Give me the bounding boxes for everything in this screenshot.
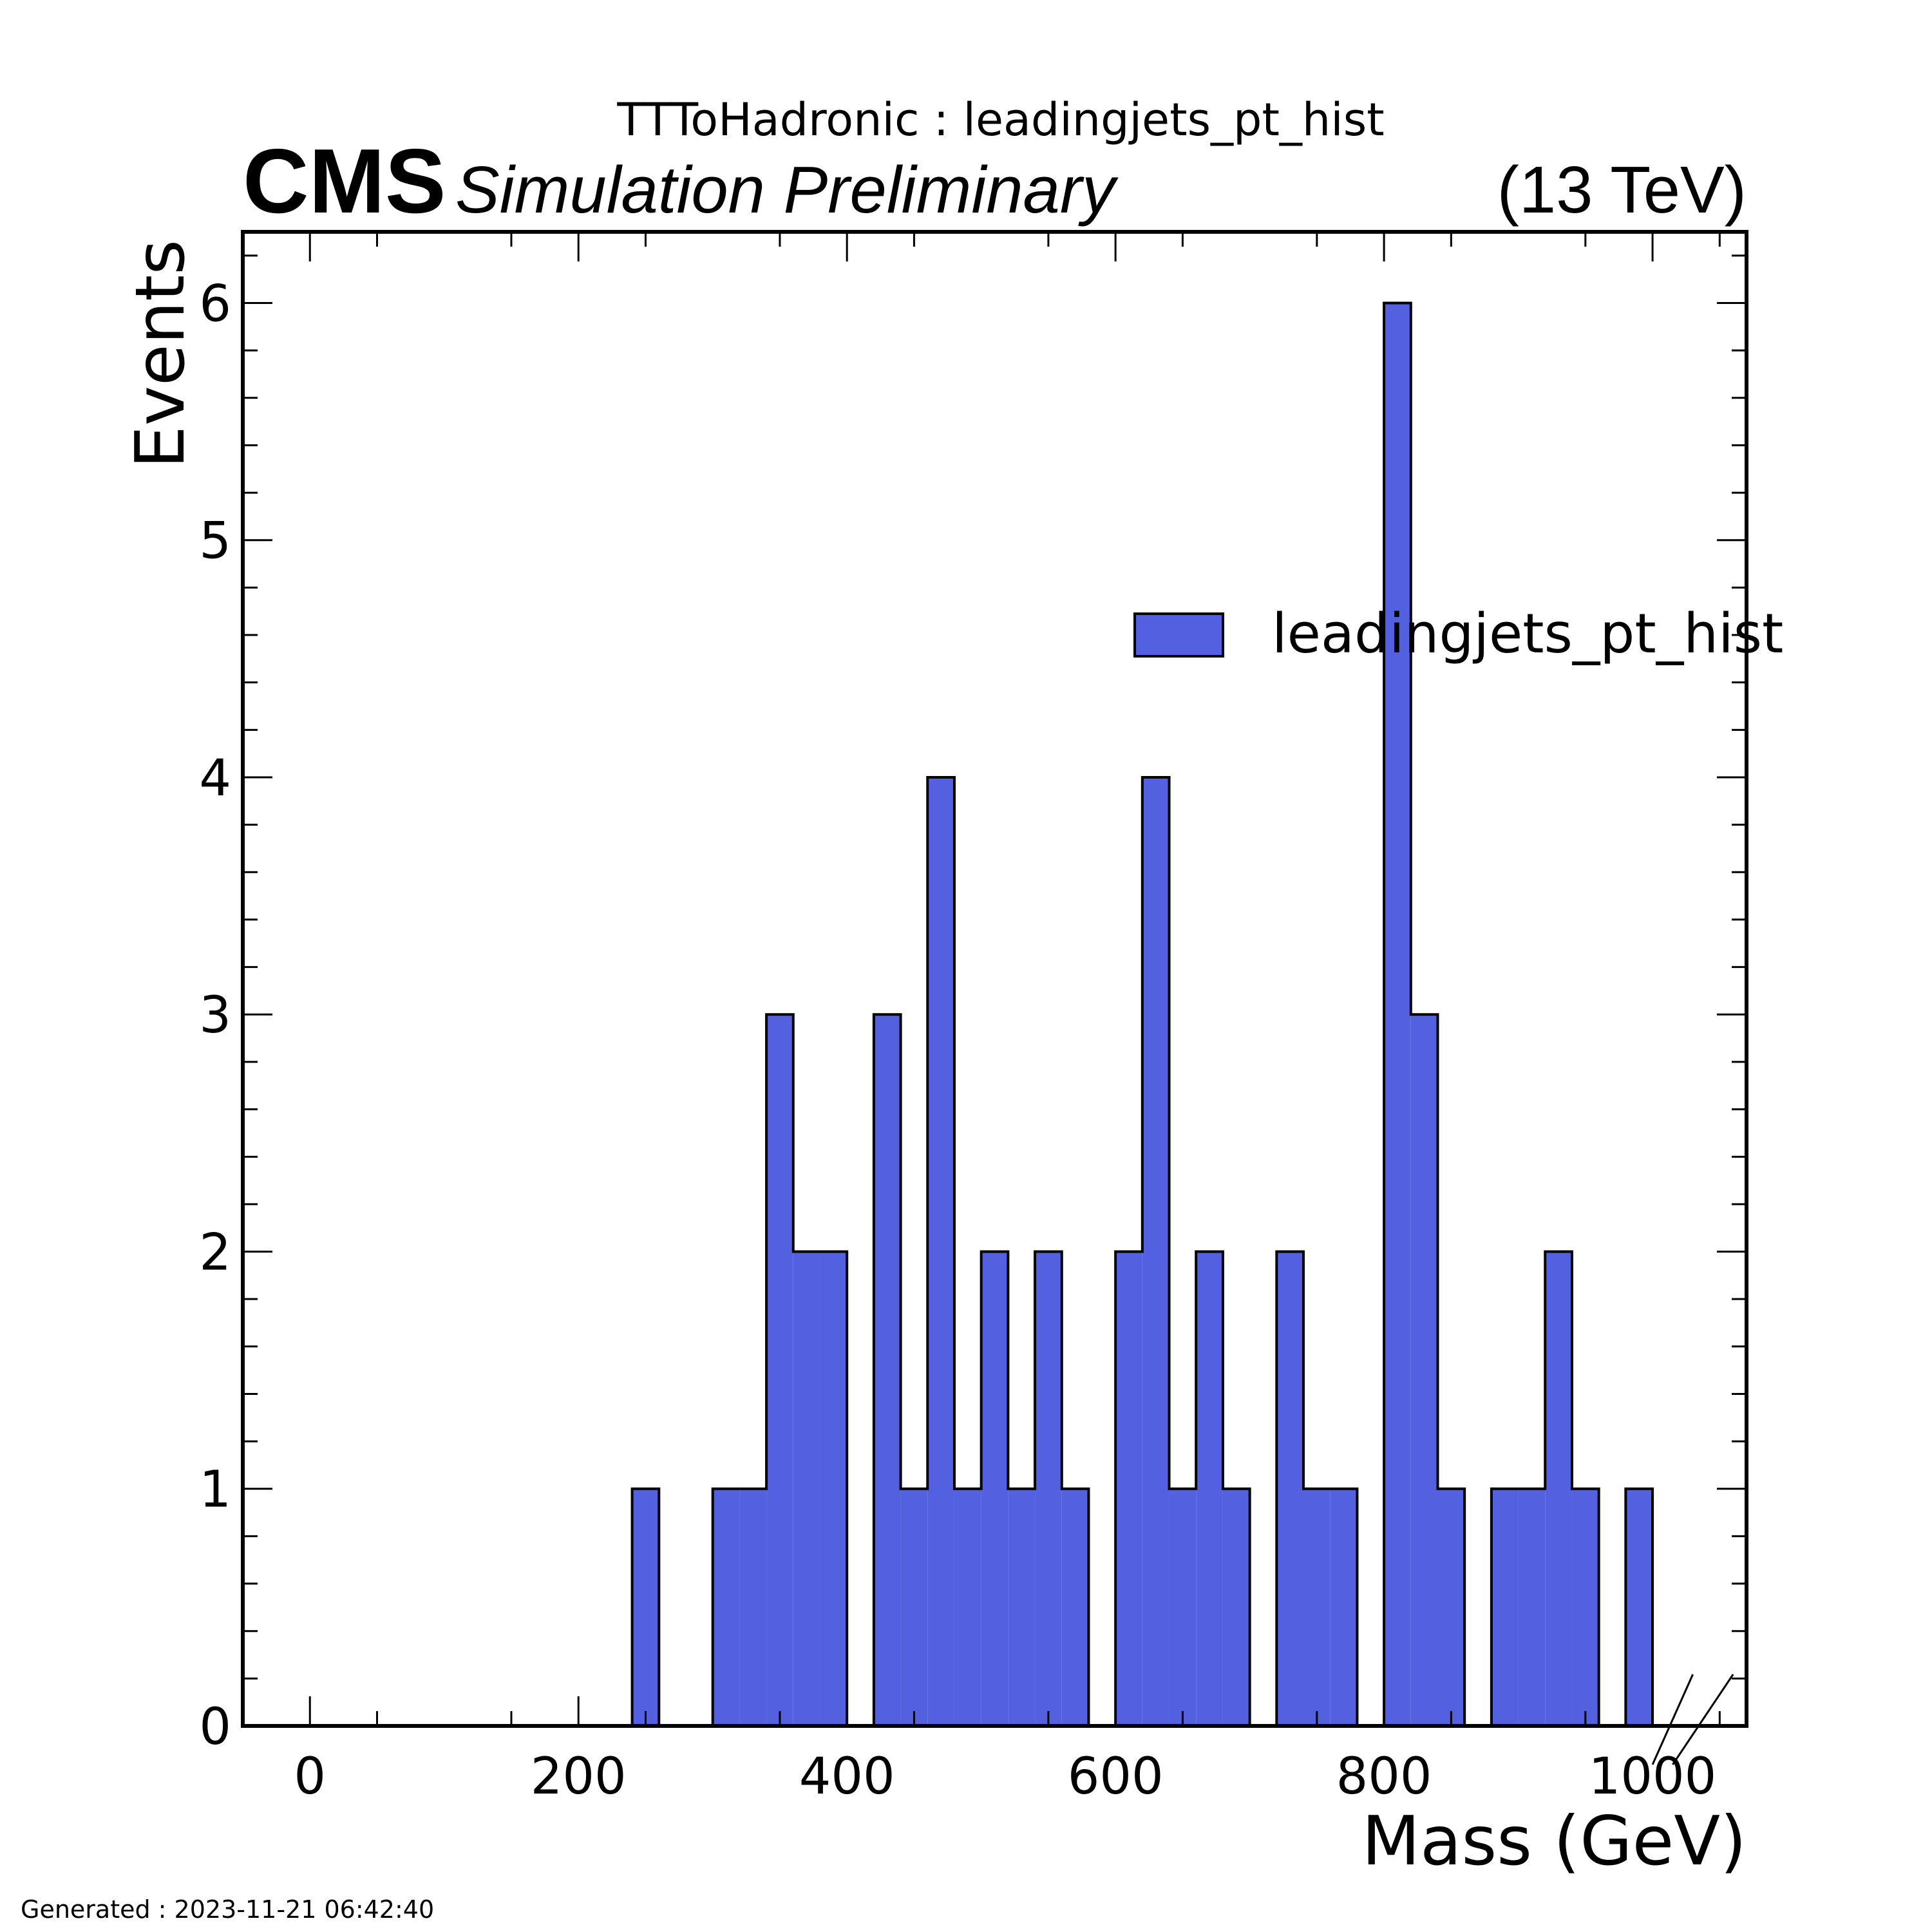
simulation-label: Simulation Preliminary — [455, 153, 1119, 227]
x-tick-label: 1000 — [1589, 1748, 1717, 1806]
histogram-bar — [1410, 1014, 1438, 1726]
histogram-bar — [954, 1488, 981, 1726]
axis-ticks: 0 200 400 600 800 1000 0 1 2 3 4 5 6 — [199, 232, 1747, 1806]
plot-frame — [241, 230, 1748, 1728]
histogram-bar — [1008, 1488, 1036, 1726]
y-tick-label: 4 — [199, 750, 231, 808]
histogram-bar — [1222, 1488, 1250, 1726]
histogram-bar — [632, 1488, 659, 1726]
y-tick-label: 3 — [199, 987, 231, 1045]
histogram-bar — [1518, 1488, 1546, 1726]
histogram-outline — [310, 301, 1654, 1727]
histogram-bar — [1169, 1488, 1197, 1726]
y-tick-label: 0 — [199, 1698, 231, 1756]
histogram-bar — [1115, 1251, 1142, 1726]
axis-break-stroke — [1672, 1674, 1734, 1765]
legend: leadingjets_pt_hist — [1133, 602, 1783, 666]
x-tick-label: 0 — [294, 1748, 326, 1806]
histogram-bar — [1545, 1251, 1572, 1726]
histogram-bar — [1061, 1488, 1089, 1726]
cms-label: CMS — [243, 130, 446, 232]
energy-label: (13 TeV) — [1497, 153, 1747, 227]
axis-break-stroke — [1651, 1674, 1694, 1765]
histogram-bar — [739, 1488, 767, 1726]
histogram-bar — [766, 1014, 793, 1726]
histogram-bar — [1625, 1488, 1653, 1726]
histogram-bar — [820, 1251, 848, 1726]
histogram-bar — [1330, 1488, 1358, 1726]
histogram-bar — [927, 777, 954, 1726]
histogram-bar — [1384, 303, 1411, 1727]
chart-title: TTToHadronic : leadingjets_pt_hist — [616, 93, 1384, 146]
histogram-bar — [1437, 1488, 1465, 1726]
histogram-bar — [1196, 1251, 1223, 1726]
histogram-bar — [1491, 1488, 1519, 1726]
y-tick-label: 6 — [199, 275, 231, 333]
x-tick-label: 600 — [1068, 1748, 1164, 1806]
histogram-bar — [873, 1014, 901, 1726]
y-tick-label: 5 — [199, 513, 231, 571]
histogram-bar — [1303, 1488, 1331, 1726]
x-tick-label: 200 — [531, 1748, 627, 1806]
histogram-bar — [981, 1251, 1009, 1726]
plot-area — [310, 301, 1654, 1727]
axis-break-marker — [1651, 1674, 1734, 1765]
histogram-bar — [1142, 777, 1170, 1726]
footer-timestamp: Generated : 2023-11-21 06:42:40 — [21, 1895, 434, 1924]
legend-swatch — [1133, 612, 1224, 658]
histogram-bar — [793, 1251, 820, 1726]
legend-label: leadingjets_pt_hist — [1272, 602, 1783, 666]
histogram-bar — [1571, 1488, 1599, 1726]
histogram-bar — [712, 1488, 740, 1726]
histogram-bar — [900, 1488, 928, 1726]
x-tick-label: 400 — [799, 1748, 895, 1806]
x-tick-label: 800 — [1336, 1748, 1432, 1806]
y-tick-label: 1 — [199, 1461, 231, 1519]
y-tick-label: 2 — [199, 1224, 231, 1282]
x-axis-label: Mass (GeV) — [1362, 1802, 1747, 1880]
histogram-bar — [1035, 1251, 1062, 1726]
y-axis-label: Events — [121, 240, 200, 469]
histogram-bar — [1276, 1251, 1304, 1726]
